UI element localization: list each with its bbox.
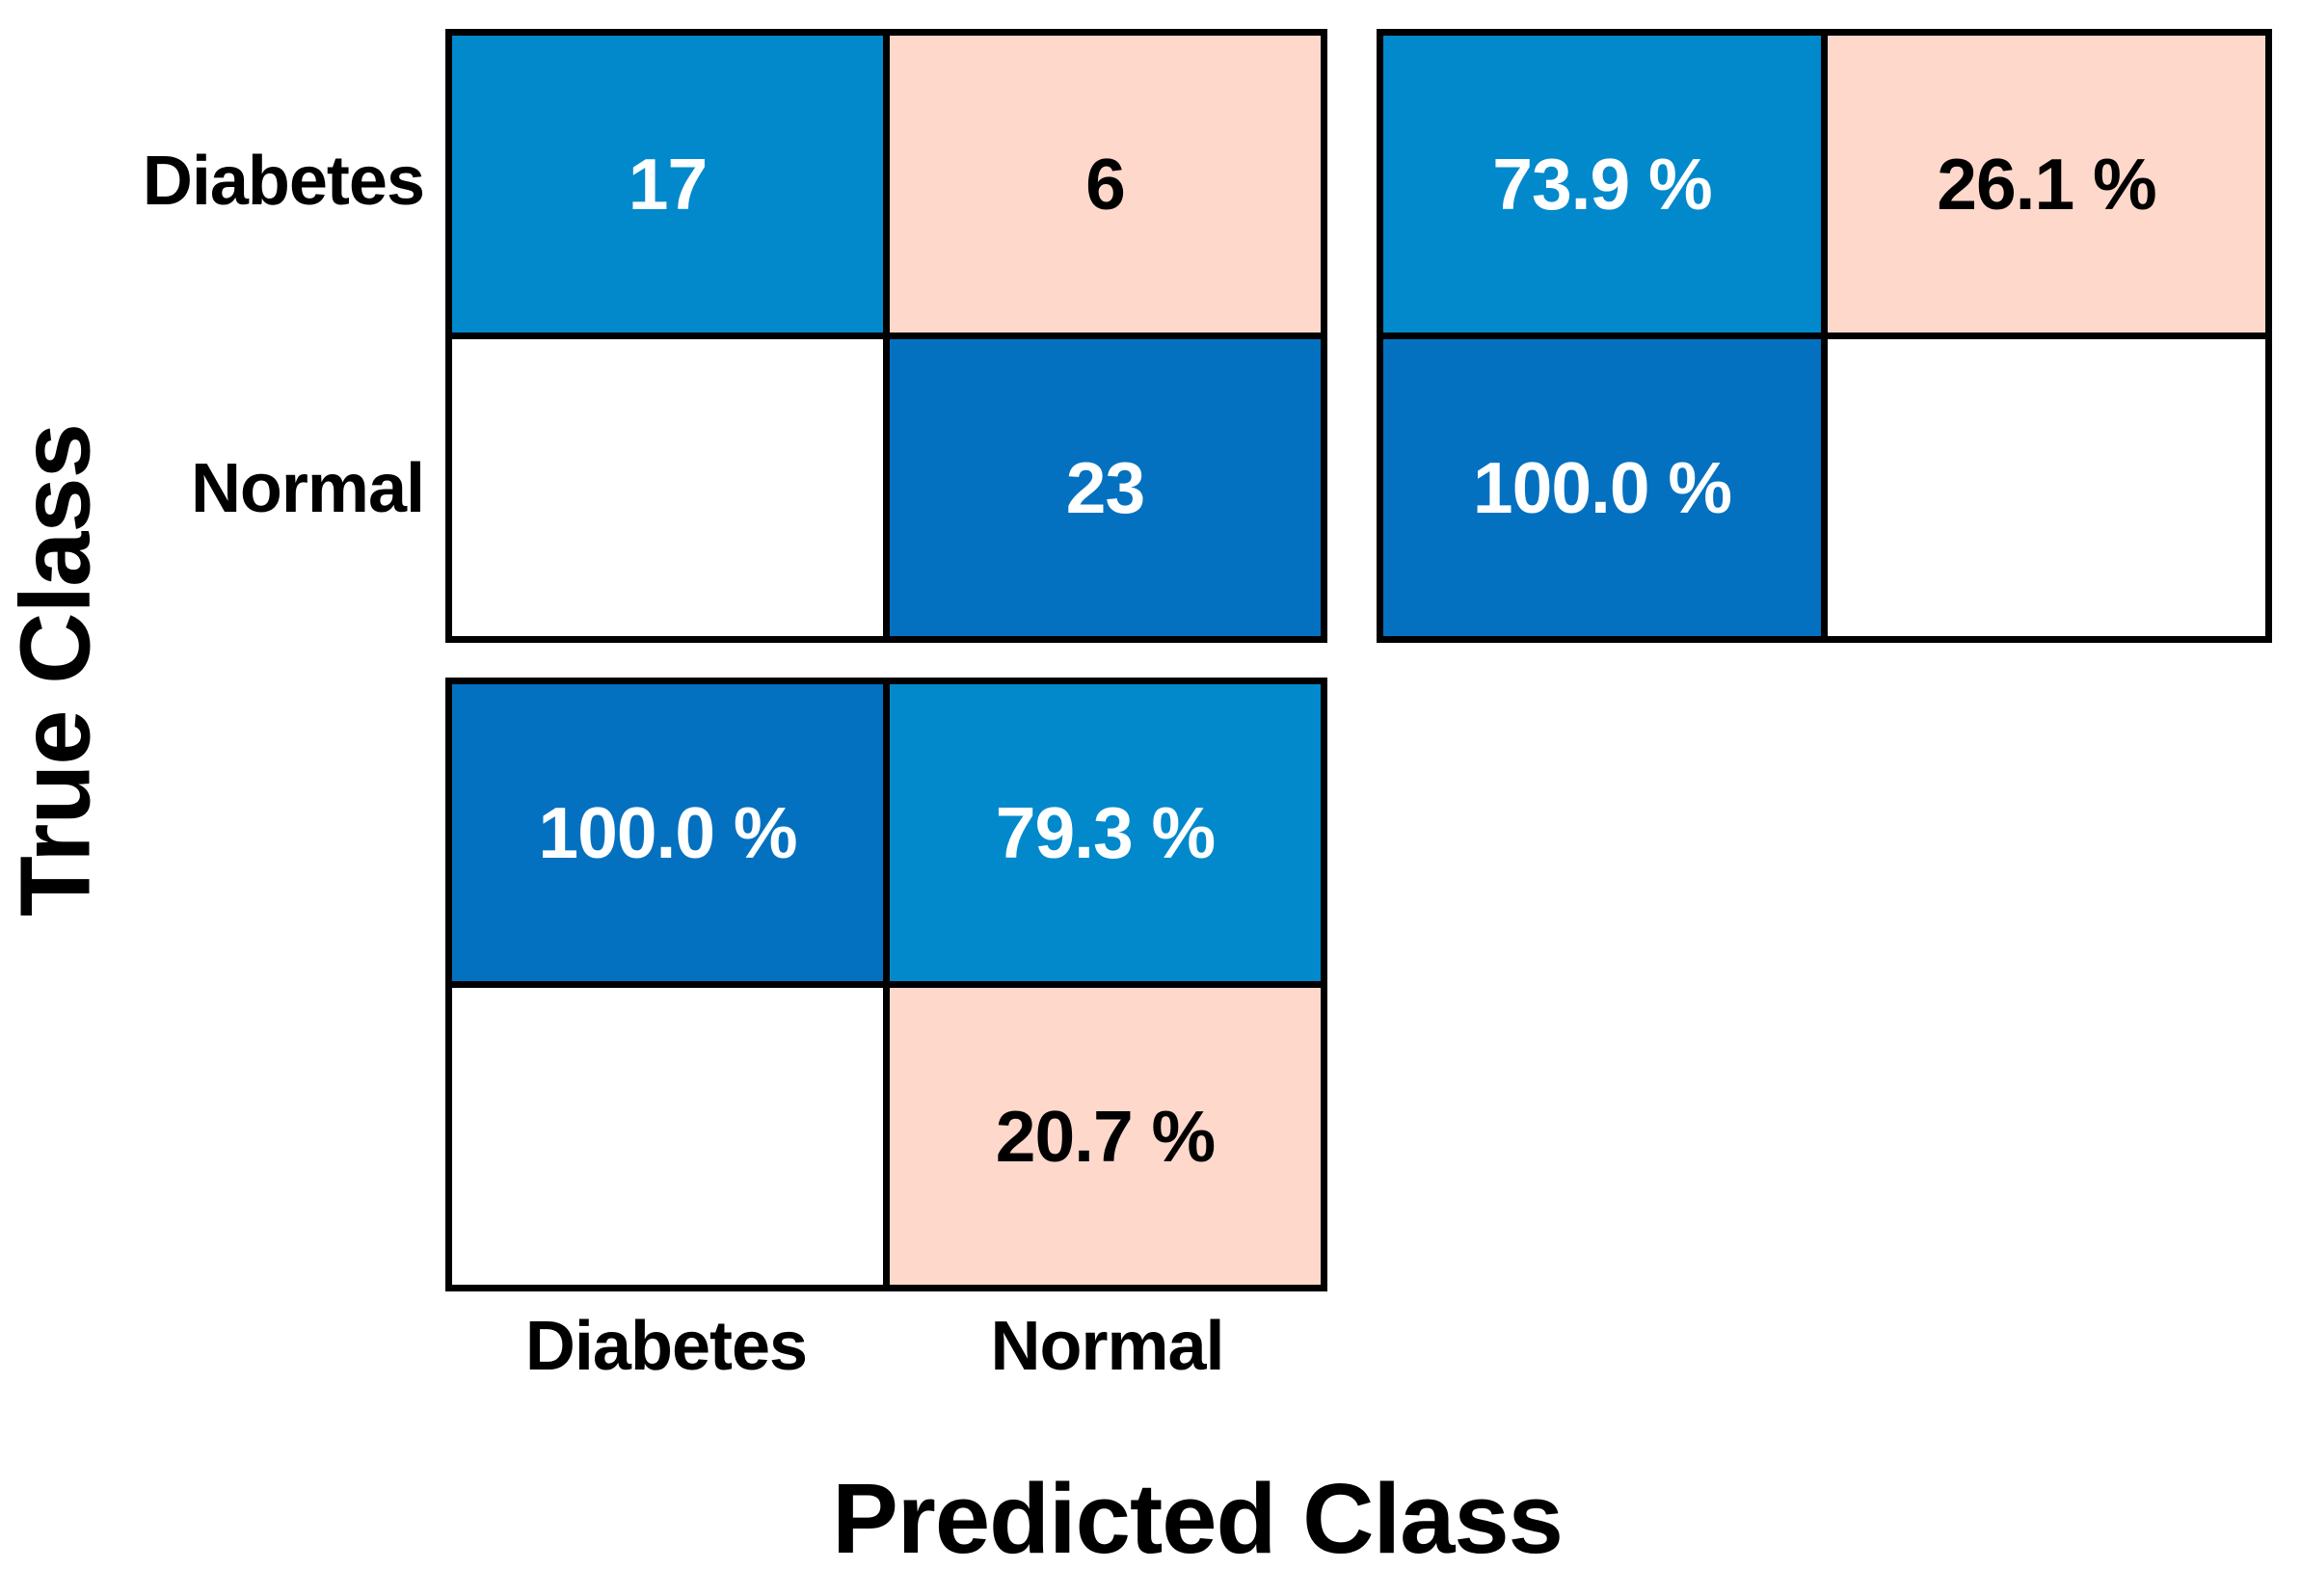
cell-count-true-diabetes-pred-diabetes: 17 [452,36,883,332]
cell-colpct-pred-diabetes-correct: 100.0 % [452,684,883,981]
y-axis-label: True Class [0,424,111,917]
confusion-matrix-main: 17 6 23 [445,29,1327,643]
cell-count-true-normal-pred-normal: 23 [890,339,1321,636]
cell-count-true-diabetes-pred-normal: 6 [890,36,1321,332]
x-tick-normal: Normal [990,1308,1224,1385]
confusion-matrix-column-summary: 100.0 % 79.3 % 20.7 % [445,678,1327,1291]
confusion-matrix-row-summary: 73.9 % 26.1 % 100.0 % [1377,29,2272,643]
cell-rowpct-true-normal-correct: 100.0 % [1383,339,1821,636]
cell-rowpct-true-normal-incorrect [1828,339,2265,636]
cell-rowpct-true-diabetes-incorrect: 26.1 % [1828,36,2265,332]
cell-colpct-pred-normal-correct: 79.3 % [890,684,1321,981]
cell-colpct-pred-diabetes-incorrect [452,988,883,1285]
cell-rowpct-true-diabetes-correct: 73.9 % [1383,36,1821,332]
x-axis-label: Predicted Class [832,1463,1564,1574]
cell-colpct-pred-normal-incorrect: 20.7 % [890,988,1321,1285]
cell-count-true-normal-pred-diabetes [452,339,883,636]
y-tick-normal: Normal [190,450,425,527]
x-tick-diabetes: Diabetes [524,1308,808,1385]
y-tick-diabetes: Diabetes [142,143,425,220]
